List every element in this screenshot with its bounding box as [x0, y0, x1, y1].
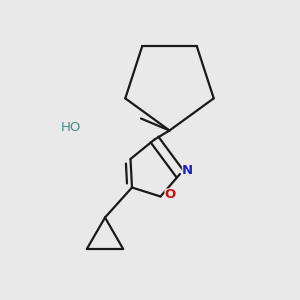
Text: O: O [164, 188, 176, 202]
Text: N: N [182, 164, 193, 177]
Text: HO: HO [61, 121, 81, 134]
